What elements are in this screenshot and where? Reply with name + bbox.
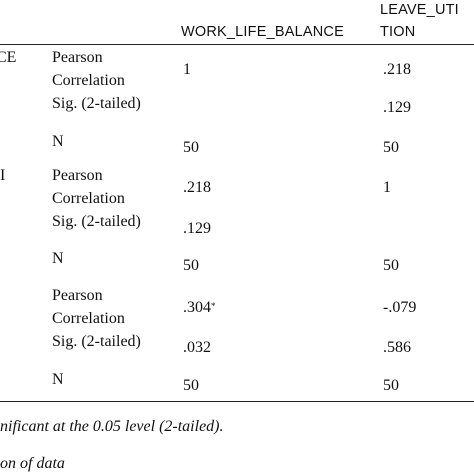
column-header-leave-line2: TION <box>380 24 416 40</box>
table-bottom-rule <box>0 401 474 402</box>
row-label: CE <box>0 49 17 66</box>
wlb-pearson-value: 1 <box>183 61 191 78</box>
leave-n-value: 50 <box>383 377 399 394</box>
n-label: N <box>52 133 64 150</box>
leave-sig-value: .586 <box>383 339 411 356</box>
pearson-label: Pearson <box>52 49 103 66</box>
leave-n-value: 50 <box>383 139 399 156</box>
wlb-n-value: 50 <box>183 377 199 394</box>
sig-label: Sig. (2-tailed) <box>52 95 141 112</box>
column-header-work-life-balance: WORK_LIFE_BALANCE <box>181 24 344 40</box>
wlb-sig-value: .129 <box>183 220 211 237</box>
wlb-n-value: 50 <box>183 257 199 274</box>
leave-pearson-value: 1 <box>383 179 391 196</box>
pearson-label: Pearson <box>52 167 103 184</box>
row-label: I <box>0 167 6 184</box>
column-header-leave-line1: LEAVE_UTI <box>380 2 459 18</box>
wlb-n-value: 50 <box>183 139 199 156</box>
correlation-label: Correlation <box>52 310 125 327</box>
source-footnote: on of data <box>0 455 65 472</box>
header-rule <box>0 44 474 45</box>
correlation-label: Correlation <box>52 190 125 207</box>
wlb-pearson-number: .304 <box>183 299 211 316</box>
leave-n-value: 50 <box>383 257 399 274</box>
wlb-pearson-value: .304* <box>183 298 216 318</box>
correlation-label: Correlation <box>52 72 125 89</box>
pearson-label: Pearson <box>52 287 103 304</box>
n-label: N <box>52 371 64 388</box>
significance-asterisk: * <box>211 301 216 311</box>
significance-footnote: nificant at the 0.05 level (2-tailed). <box>0 418 224 435</box>
n-label: N <box>52 250 64 267</box>
wlb-sig-value: .032 <box>183 339 211 356</box>
leave-pearson-value: -.079 <box>383 299 417 316</box>
wlb-pearson-value: .218 <box>183 179 211 196</box>
sig-label: Sig. (2-tailed) <box>52 213 141 230</box>
leave-sig-value: .129 <box>383 99 411 116</box>
sig-label: Sig. (2-tailed) <box>52 333 141 350</box>
leave-pearson-value: .218 <box>383 61 411 78</box>
